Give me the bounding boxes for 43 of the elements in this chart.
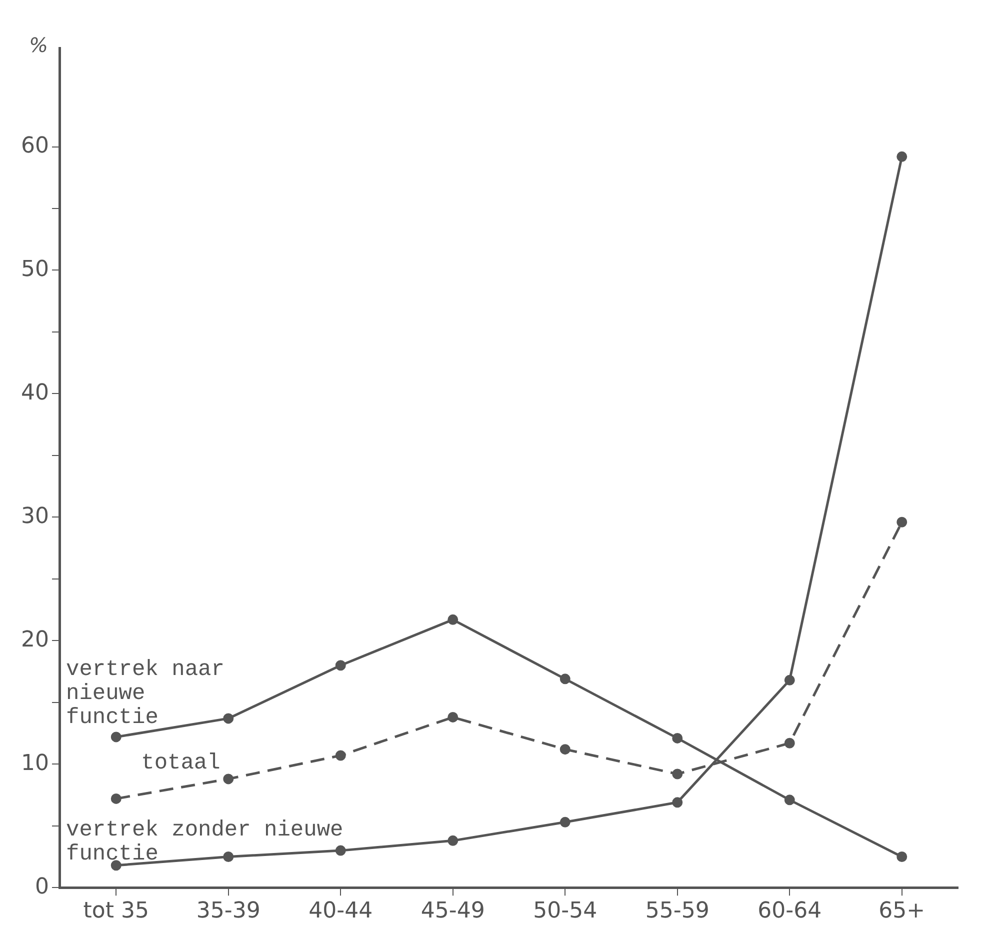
y-tick-label: 60	[20, 133, 49, 158]
y-tick-label: 50	[20, 256, 49, 282]
x-tick-label: 35-39	[196, 898, 260, 924]
x-tick-label: 40-44	[308, 898, 373, 924]
point	[335, 660, 346, 671]
x-tick-label: 55-59	[645, 898, 710, 924]
point	[223, 713, 234, 724]
point	[896, 151, 908, 162]
point	[335, 845, 346, 856]
point	[672, 732, 683, 744]
point	[784, 738, 795, 748]
y-tick-label: 0	[34, 874, 49, 900]
point	[110, 860, 122, 871]
point	[448, 712, 458, 722]
y-tick-label: 10	[20, 750, 49, 776]
point	[448, 614, 458, 625]
point	[110, 732, 122, 742]
x-tick-label: 45-49	[420, 898, 485, 924]
series-label: totaal	[141, 750, 220, 776]
x-tick-label: 60-64	[758, 898, 822, 924]
point	[335, 750, 346, 761]
point	[672, 797, 683, 808]
point	[784, 674, 795, 686]
point	[110, 793, 122, 804]
x-tick-label: 50-54	[533, 898, 598, 924]
y-tick-label: 20	[20, 627, 49, 652]
point	[560, 674, 570, 684]
point	[560, 744, 570, 755]
series-label: vertrek zonder nieuwe functie	[66, 817, 344, 866]
x-tick-label: tot 35	[83, 898, 149, 924]
series-label: vertrek naar nieuwe functie	[66, 656, 224, 730]
point	[223, 851, 234, 862]
point	[223, 774, 234, 784]
point	[896, 851, 908, 862]
point	[560, 816, 570, 828]
point	[672, 768, 683, 780]
x-tick-label: 65+	[878, 898, 926, 924]
y-axis-title: %	[28, 33, 48, 57]
point	[896, 516, 908, 528]
y-tick-label: 30	[20, 504, 49, 529]
point	[784, 794, 795, 806]
y-tick-label: 40	[20, 380, 49, 406]
point	[448, 835, 458, 846]
